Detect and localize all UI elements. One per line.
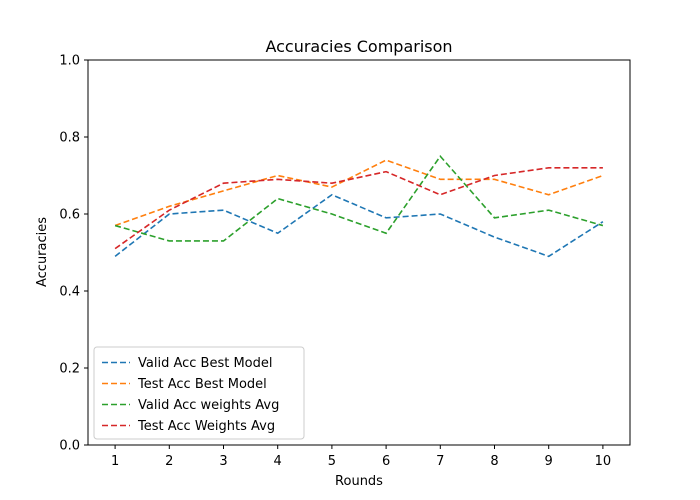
y-tick-label: 1.0 [59,54,80,69]
x-axis: 1 2 3 4 5 6 7 8 9 10 [111,445,611,469]
x-tick-label: 6 [382,454,390,469]
x-tick-label: 10 [595,454,612,469]
x-tick-label: 8 [490,454,498,469]
x-tick-label: 3 [219,454,227,469]
series-line-2 [114,159,604,227]
chart-title: Accuracies Comparison [265,37,452,56]
x-tick-label: 7 [436,454,444,469]
legend-label: Test Acc Weights Avg [137,419,275,434]
y-axis-label: Accuracies [35,217,50,287]
series-line-1 [114,193,604,258]
plot-frame [87,59,631,446]
x-tick-label: 9 [545,454,553,469]
y-tick-label: 0.0 [59,439,80,454]
y-tick-label: 0.6 [59,208,80,223]
y-tick-label: 0.2 [59,362,80,377]
x-tick-label: 1 [111,454,119,469]
legend-label: Valid Acc weights Avg [138,398,279,413]
x-tick-label: 2 [165,454,173,469]
x-axis-label: Rounds [335,474,383,489]
legend-label: Valid Acc Best Model [138,356,273,371]
x-tick-label: 4 [274,454,282,469]
x-tick-label: 5 [328,454,336,469]
legend-box [93,346,305,440]
series-line-4 [114,167,603,250]
legend-label: Test Acc Best Model [137,377,267,392]
y-tick-label: 0.8 [59,131,80,146]
y-axis: 0.0 0.2 0.4 0.6 0.8 1.0 [59,54,88,454]
series-layer [114,154,604,258]
series-line-3 [114,154,604,242]
legend: Valid Acc Best Model Test Acc Best Model V… [93,346,305,440]
y-tick-label: 0.4 [59,285,80,300]
